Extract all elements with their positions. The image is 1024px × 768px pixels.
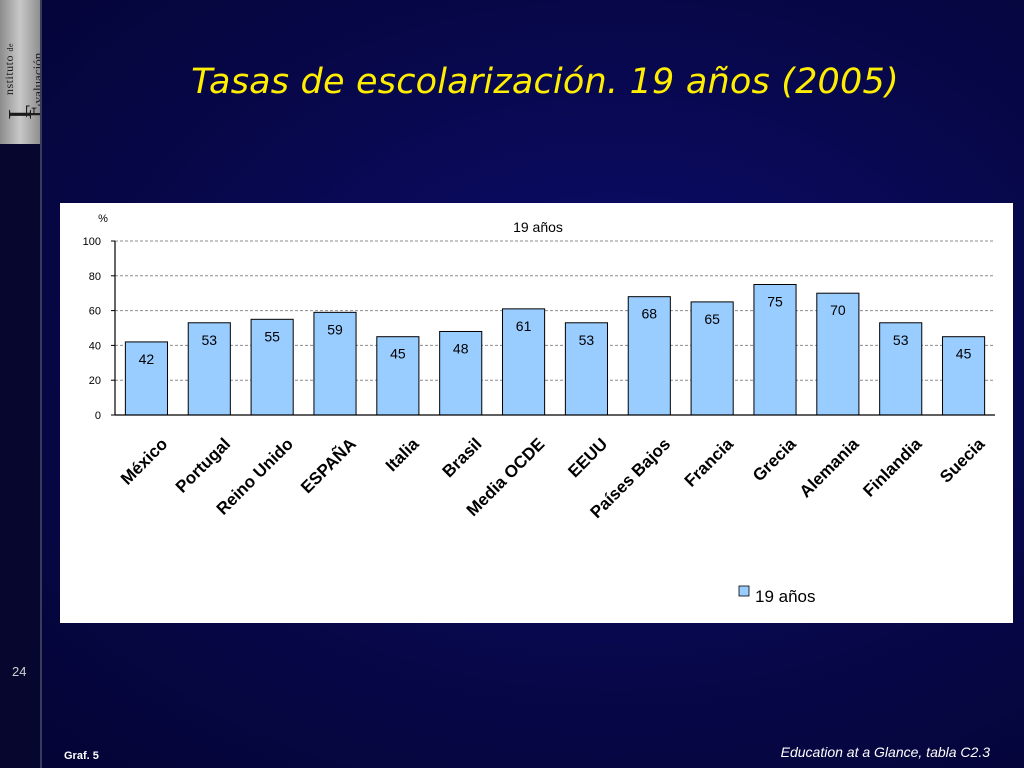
data-label: 70 bbox=[830, 302, 846, 318]
data-label: 61 bbox=[516, 318, 532, 334]
bar bbox=[942, 336, 986, 416]
x-tick-label: Alemania bbox=[796, 434, 863, 501]
y-tick-label: 60 bbox=[89, 306, 101, 318]
logo-text-evaluacion: Evaluación bbox=[22, 53, 40, 118]
x-tick-label: Finlandia bbox=[859, 434, 926, 501]
y-tick-label: 100 bbox=[83, 236, 101, 248]
x-tick-label: Brasil bbox=[439, 434, 486, 481]
logo-text-instituto: nstituto de bbox=[2, 43, 17, 95]
logo-word-evaluacion: valuación bbox=[30, 52, 40, 104]
slide-title: Tasas de escolarización. 19 años (2005) bbox=[191, 62, 899, 102]
data-label: 55 bbox=[264, 328, 280, 344]
page-number: 24 bbox=[12, 664, 27, 679]
bar bbox=[753, 284, 797, 416]
data-label: 53 bbox=[579, 332, 595, 348]
bar bbox=[816, 292, 860, 416]
bar bbox=[376, 336, 420, 416]
data-labels-group: 42 53 55 59 45 48 61 53 68 65 75 70 53 45 bbox=[139, 294, 972, 367]
bar bbox=[250, 318, 294, 416]
data-label: 42 bbox=[139, 351, 155, 367]
x-tick-label: Grecia bbox=[749, 434, 800, 485]
bar bbox=[187, 322, 231, 416]
legend: 19 años bbox=[738, 585, 816, 606]
data-label: 59 bbox=[327, 321, 343, 337]
left-sidebar-strip: I nstituto de Evaluación 24 bbox=[0, 0, 42, 768]
data-label: 48 bbox=[453, 340, 469, 356]
grid-lines bbox=[115, 240, 995, 381]
y-axis-ticks: 0 20 40 60 80 100 bbox=[83, 236, 115, 422]
instituto-evaluacion-logo: I nstituto de Evaluación bbox=[0, 0, 40, 144]
bar bbox=[313, 311, 357, 416]
bars-group bbox=[124, 284, 986, 416]
x-tick-label: EEUU bbox=[564, 434, 611, 481]
x-tick-label: México bbox=[117, 434, 171, 488]
bar bbox=[627, 296, 671, 416]
data-label: 75 bbox=[767, 294, 783, 310]
logo-letter-e: E bbox=[22, 103, 40, 118]
graph-number-label: Graf. 5 bbox=[64, 750, 99, 762]
x-tick-label: ESPAÑA bbox=[296, 434, 359, 497]
data-label: 53 bbox=[201, 332, 217, 348]
bar-chart: % 19 años 0 20 40 60 80 100 42 53 55 59 45 48 61 53 6… bbox=[83, 213, 995, 606]
data-label: 45 bbox=[956, 346, 972, 362]
bar bbox=[879, 322, 923, 416]
chart-panel: % 19 años 0 20 40 60 80 100 42 53 55 59 45 48 61 53 6… bbox=[60, 203, 1013, 623]
bar bbox=[564, 322, 608, 416]
source-note: Education at a Glance, tabla C2.3 bbox=[780, 744, 990, 760]
x-tick-label: Italia bbox=[382, 434, 423, 475]
logo-word-instituto: nstituto bbox=[2, 54, 16, 95]
x-tick-label: Suecia bbox=[936, 434, 989, 487]
data-label: 45 bbox=[390, 346, 406, 362]
bar bbox=[439, 330, 483, 416]
y-tick-label: 20 bbox=[89, 375, 101, 387]
bar bbox=[690, 301, 734, 416]
chart-title: 19 años bbox=[513, 219, 563, 235]
y-tick-label: 40 bbox=[89, 340, 101, 352]
data-label: 65 bbox=[704, 311, 720, 327]
data-label: 68 bbox=[641, 306, 657, 322]
legend-label: 19 años bbox=[755, 587, 816, 606]
y-tick-label: 80 bbox=[89, 271, 101, 283]
logo-word-de: de bbox=[6, 42, 15, 52]
bar bbox=[502, 308, 546, 416]
y-axis-label: % bbox=[98, 213, 108, 225]
x-tick-label: Portugal bbox=[172, 434, 234, 496]
data-label: 53 bbox=[893, 332, 909, 348]
legend-swatch bbox=[738, 585, 750, 597]
y-tick-label: 0 bbox=[95, 410, 101, 422]
x-tick-label: Francia bbox=[681, 434, 738, 491]
